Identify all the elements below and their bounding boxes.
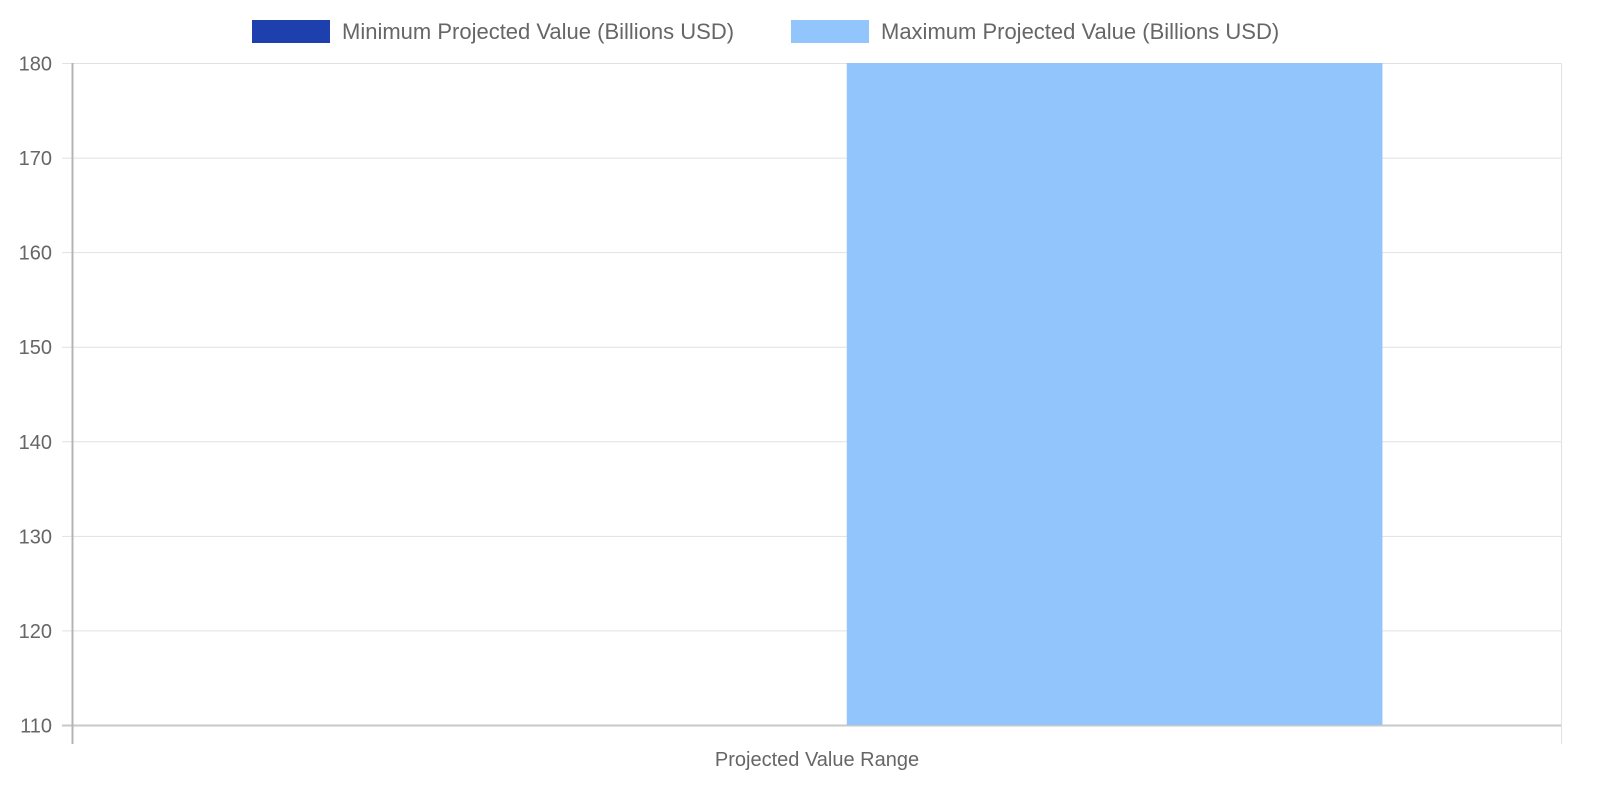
legend-swatch bbox=[252, 20, 330, 43]
grid bbox=[62, 63, 1562, 744]
bar-maximum bbox=[846, 63, 1383, 725]
y-tick-label: 160 bbox=[19, 243, 52, 265]
axes: 110 120 130 140 150 160 170 180 Projected Value … bbox=[19, 54, 919, 772]
y-tick-label: 110 bbox=[20, 716, 52, 738]
y-tick-label: 130 bbox=[19, 526, 52, 548]
legend-label: Minimum Projected Value (Billions USD) bbox=[342, 19, 734, 44]
y-tick-label: 150 bbox=[19, 337, 52, 359]
y-tick-label: 140 bbox=[19, 432, 52, 454]
bars bbox=[846, 63, 1383, 725]
x-tick-label: Projected Value Range bbox=[715, 749, 919, 771]
y-tick-label: 180 bbox=[19, 54, 52, 76]
legend: Minimum Projected Value (Billions USD) Ma… bbox=[252, 19, 1279, 44]
y-tick-label: 120 bbox=[19, 621, 52, 643]
legend-swatch bbox=[791, 20, 869, 43]
legend-label: Maximum Projected Value (Billions USD) bbox=[881, 19, 1279, 44]
y-tick-label: 170 bbox=[19, 148, 52, 170]
